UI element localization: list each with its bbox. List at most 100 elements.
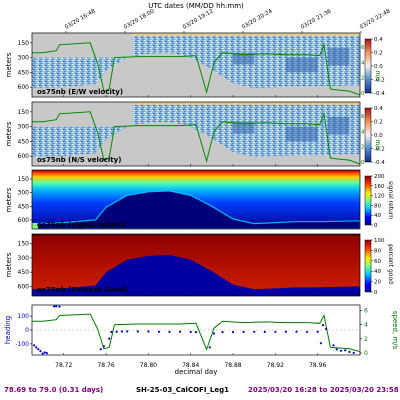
signal-deep (32, 190, 360, 229)
heading-tick-label: 100 (18, 313, 30, 320)
heading-point (242, 330, 245, 333)
colorbar (364, 175, 372, 226)
speed-line (32, 42, 360, 96)
heading-point (55, 305, 58, 308)
y-tick-label: 300 (18, 255, 30, 262)
colorbar-tick-label: 100 (374, 238, 385, 244)
speed-tick-label: 0 (361, 91, 365, 97)
panel-content (32, 170, 360, 229)
ylabel-ns: meters (5, 121, 13, 146)
y-tick-label: 150 (18, 109, 30, 116)
surface-band (132, 102, 360, 105)
heading-point (344, 349, 347, 352)
x-tick-label: 78.96 (309, 362, 326, 369)
heading-point (325, 327, 328, 330)
no-data-upper-left (32, 102, 133, 127)
colorbar-tick-label: -0.4 (374, 91, 385, 97)
ylabel-signal: meters (5, 187, 13, 212)
speed-tick-label: 6 (361, 114, 365, 120)
heading-point (335, 348, 338, 351)
colorbar-tick-label: 0.2 (374, 51, 383, 57)
xlabel: decimal day (175, 368, 218, 376)
speed-tick-label: 4 (361, 60, 365, 66)
x-tick-label: 78.72 (55, 362, 72, 369)
colorbar-tick-label: 0 (374, 290, 378, 296)
y-tick-label: 600 (18, 153, 30, 160)
heading-point (321, 324, 325, 327)
y-tick-label: 150 (18, 176, 30, 183)
colorbar-tick-label: 0 (374, 223, 378, 229)
x-tick-label: 78.80 (140, 362, 157, 369)
velocity-patch (328, 116, 350, 135)
heading-tick-label: -100 (15, 341, 29, 348)
speed-axis-tick-label: 4 (364, 322, 368, 329)
heading-point (115, 330, 118, 333)
colorbar-tick-label: 120 (374, 194, 385, 200)
panel-label-percent: os75nb (Percent Good) (37, 286, 128, 294)
heading-point (194, 331, 198, 334)
heading-point (231, 331, 235, 334)
velocity-patch (233, 121, 255, 134)
heading-point (284, 330, 287, 333)
heading-point (53, 305, 56, 308)
y-tick-label: 150 (18, 40, 30, 47)
footer-dates: 2025/03/20 16:28 to 2025/03/20 23:58 (248, 386, 399, 394)
percent-good-low (32, 255, 360, 296)
y-tick-label: 300 (18, 190, 30, 197)
heading-speed-panel: 100 0 -100 6 4 2 0 (15, 304, 368, 357)
heading-point (263, 330, 266, 333)
x-tick-label: 78.92 (267, 362, 284, 369)
percent-good-top (32, 234, 360, 236)
colorbar-tick-label: -0.2 (374, 147, 385, 153)
x-tick-label: 78.76 (97, 362, 114, 369)
y-tick-label: 600 (18, 217, 30, 224)
colorbar-tick-label: 20 (374, 280, 381, 286)
heading-point (35, 346, 38, 349)
colorbar-tick-label: 40 (374, 213, 381, 219)
heading-point (99, 348, 102, 351)
colorbar-tick-label: 0.0 (374, 133, 383, 139)
heading-point (316, 330, 319, 333)
speed-series-line (32, 313, 360, 353)
panel-content (32, 33, 360, 97)
y-tick-label: 300 (18, 55, 30, 62)
heading-point (295, 330, 298, 333)
speed-tick-label: 2 (361, 76, 365, 82)
heading-tick-label: 0 (25, 327, 29, 334)
velocity-patch (285, 126, 318, 142)
y-tick-label: 150 (18, 241, 30, 248)
heading-point (37, 348, 40, 351)
top-tick-label: 03/20 20:24 (241, 8, 274, 30)
signal-marker (32, 223, 38, 229)
speed-tick-label: 2 (361, 145, 365, 151)
top-date-ticks: 03/20 16:48 03/20 18:00 03/20 19:12 03/20 2… (64, 8, 392, 33)
footer-cruise: SH-25-03_CalCOFI_Leg1 (136, 386, 229, 394)
speed-unit-ns: m/s (374, 140, 381, 151)
heading-point (102, 345, 105, 348)
velocity-patch (233, 52, 255, 65)
heading-point (136, 330, 139, 333)
colorbar-tick-label: 40 (374, 269, 381, 275)
colorbar-tick-label: 160 (374, 184, 385, 190)
heading-point (339, 349, 343, 352)
x-tick-label: 78.88 (224, 362, 241, 369)
heading-point (157, 330, 161, 333)
y-tick-label: 600 (18, 84, 30, 91)
colorbar-tick-label: 0.0 (374, 64, 383, 70)
colorbar-tick-label: 0.4 (374, 37, 383, 43)
y-tick-label: 300 (18, 124, 30, 131)
heading-point (33, 344, 36, 347)
colorbar-tick-label: 200 (374, 174, 385, 180)
heading-point (253, 330, 256, 333)
top-tick-label: 03/20 16:48 (64, 8, 97, 30)
ns-velocity-panel: 150 300 450 600 0.4 0.2 0.0 -0.2 -0.4 6 4 2 0 (18, 101, 385, 167)
colorbar (364, 107, 372, 163)
panel-frame (31, 101, 361, 167)
y-tick-label: 450 (18, 203, 30, 210)
heading-point (168, 330, 171, 333)
heading-point (212, 332, 216, 335)
colorbar (364, 239, 372, 293)
panel-label-ns: os75nb (N/S velocity) (37, 156, 121, 164)
panel-label-ew: os75nb (E/W velocity) (37, 88, 123, 96)
